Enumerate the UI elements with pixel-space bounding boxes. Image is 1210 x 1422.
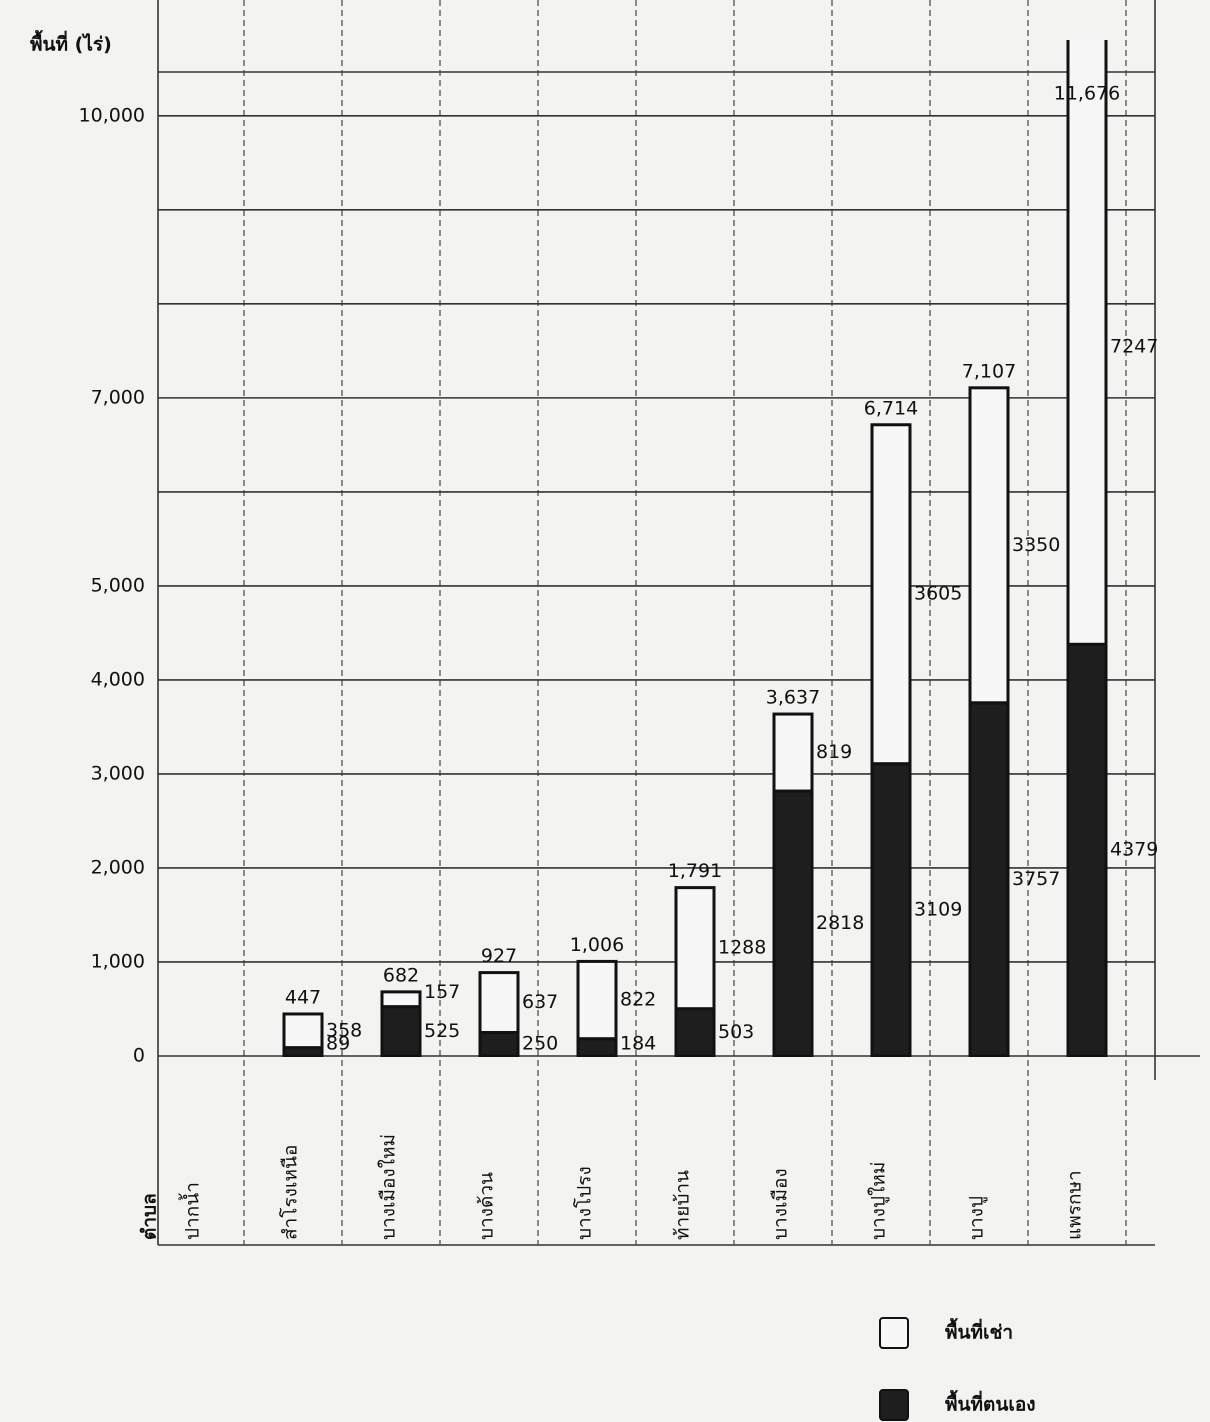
bar-segment (968, 386, 1010, 705)
y-tick-label: 7,000 (91, 386, 145, 408)
segment-label: 157 (424, 981, 460, 1003)
x-tick-label: บางโปรง (573, 1166, 596, 1240)
x-tick-label: สำโรงเหนือ (279, 1145, 302, 1240)
total-label: 1,791 (668, 860, 722, 882)
legend-label: พื้นที่ตนเอง (945, 1390, 1036, 1416)
x-tick-label: ปากน้ำ (179, 1182, 204, 1240)
bar-segment (380, 1005, 422, 1057)
bar-segment (968, 701, 1010, 1057)
bar-segment (674, 886, 716, 1011)
segment-label: 525 (424, 1020, 460, 1042)
y-tick-label: 2,000 (91, 856, 145, 878)
y-tick-label: 3,000 (91, 762, 145, 784)
bar-segment (576, 1037, 618, 1057)
segment-label: 819 (816, 741, 852, 763)
x-tick-label: บางด้วน (476, 1172, 498, 1240)
segment-label: 3350 (1012, 534, 1060, 556)
y-tick-label: 0 (133, 1045, 145, 1067)
frame (157, 0, 1156, 1246)
segment-label: 1288 (718, 937, 766, 959)
segment-label: 89 (326, 1033, 350, 1055)
segment-label: 3109 (914, 898, 962, 920)
x-tick-label: บางปู (966, 1196, 988, 1240)
total-label: 7,107 (962, 360, 1016, 382)
total-label: 1,006 (570, 934, 624, 956)
total-label: 927 (481, 945, 517, 967)
bar-segment (1066, 40, 1108, 646)
segment-label: 4379 (1110, 839, 1158, 861)
x-axis-label: ตำบล (139, 1193, 161, 1240)
segment-label: 637 (522, 991, 558, 1013)
bar-segment (478, 1030, 520, 1057)
bar-segment (870, 423, 912, 766)
total-label: 6,714 (864, 397, 918, 419)
y-tick-label: 5,000 (91, 574, 145, 596)
segment-label: 250 (522, 1033, 558, 1055)
total-label: 447 (285, 986, 321, 1008)
segment-label: 2818 (816, 912, 864, 934)
x-tick-label: บางเมือง (770, 1168, 792, 1240)
bar-segment (772, 789, 814, 1057)
segment-label: 7247 (1110, 336, 1158, 358)
total-label: 3,637 (766, 687, 820, 709)
x-tick-label: บางเมืองใหม่ (378, 1134, 400, 1240)
segment-label: 3757 (1012, 868, 1060, 890)
total-label: 11,676 (1054, 83, 1120, 105)
segment-label: 822 (620, 989, 656, 1011)
x-tick-label: ท้ายบ้าน (672, 1170, 694, 1240)
segment-label: 3605 (914, 583, 962, 605)
bars (282, 40, 1108, 1057)
bar-segment (870, 762, 912, 1057)
x-tick-label: แพรกษา (1064, 1170, 1086, 1240)
y-tick-label: 1,000 (91, 950, 145, 972)
y-axis-label: พื้นที่ (ไร่) (30, 30, 112, 56)
legend-swatch (879, 1317, 909, 1349)
legend-swatch (879, 1389, 909, 1421)
bar-segment (478, 971, 520, 1034)
bar-segment (1066, 642, 1108, 1057)
bar-segment (380, 990, 422, 1009)
segment-label: 358 (326, 1019, 362, 1041)
y-tick-label: 10,000 (79, 104, 145, 126)
segment-label: 184 (620, 1033, 656, 1055)
x-tick-label: บางปูใหม่ (868, 1162, 890, 1240)
bar-segment (674, 1007, 716, 1057)
bar-segment (772, 712, 814, 793)
bar-segment (576, 959, 618, 1041)
legend-label: พื้นที่เช่า (945, 1318, 1013, 1344)
bar-segment (282, 1012, 324, 1050)
total-label: 682 (383, 964, 419, 986)
segment-label: 503 (718, 1021, 754, 1043)
y-tick-label: 4,000 (91, 668, 145, 690)
